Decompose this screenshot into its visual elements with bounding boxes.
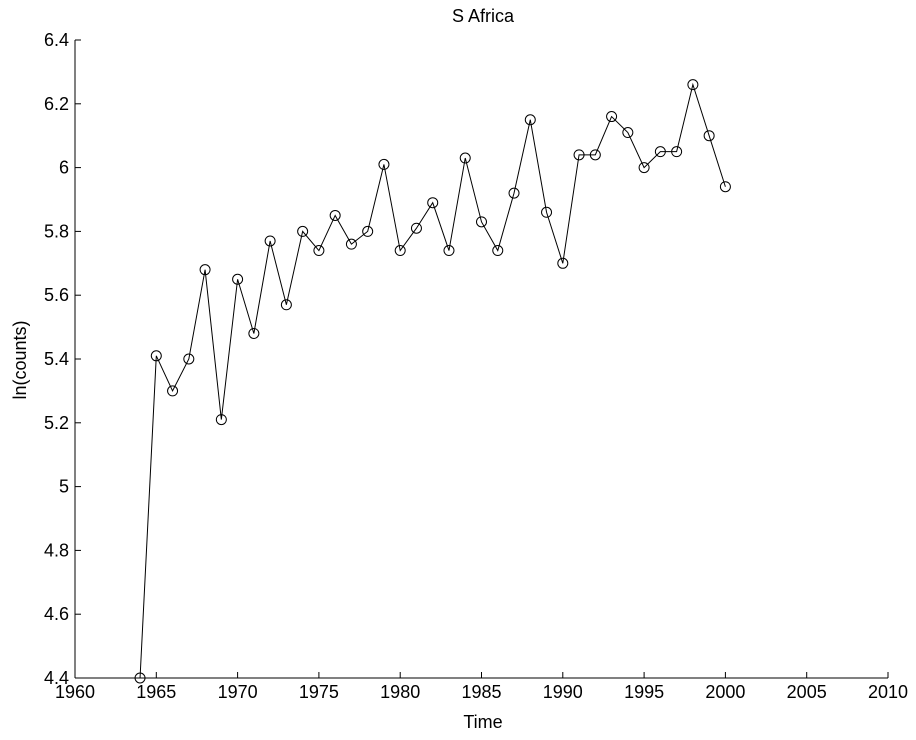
data-point — [638, 162, 650, 174]
data-point — [654, 146, 666, 158]
data-point — [459, 152, 471, 164]
data-point — [378, 158, 390, 170]
data-point — [167, 385, 179, 397]
data-point — [280, 299, 292, 311]
data-point — [573, 149, 585, 161]
y-tick-label: 4.8 — [44, 540, 69, 560]
data-point — [622, 127, 634, 139]
data-point — [606, 111, 618, 123]
data-point — [443, 245, 455, 257]
y-tick-label: 5.4 — [44, 349, 69, 369]
data-point — [345, 238, 357, 250]
x-tick-label: 1980 — [380, 682, 420, 702]
data-point — [362, 225, 374, 237]
data-point — [427, 197, 439, 209]
chart-title: S Africa — [452, 6, 515, 26]
y-tick-label: 5.8 — [44, 221, 69, 241]
data-point — [671, 146, 683, 158]
y-tick-label: 6 — [59, 158, 69, 178]
y-axis-ticks: 4.4 4.6 4.8 5 5.2 5.4 5.6 5.8 6 6.2 6.4 — [44, 30, 81, 688]
y-tick-label: 6.4 — [44, 30, 69, 50]
data-point — [541, 206, 553, 218]
data-point — [232, 273, 244, 285]
x-tick-label: 2005 — [787, 682, 827, 702]
y-tick-label: 6.2 — [44, 94, 69, 114]
x-tick-label: 1960 — [55, 682, 95, 702]
x-tick-label: 1985 — [461, 682, 501, 702]
x-axis-ticks: 1960 1965 1970 1975 1980 1985 1990 1995 2000 2005… — [55, 672, 908, 702]
y-axis-title: ln(counts) — [10, 320, 30, 399]
data-point — [524, 114, 536, 126]
x-tick-label: 2000 — [705, 682, 745, 702]
y-tick-label: 5.6 — [44, 285, 69, 305]
data-point — [215, 414, 227, 426]
y-tick-label: 4.4 — [44, 668, 69, 688]
x-tick-label: 1965 — [136, 682, 176, 702]
data-point — [719, 181, 731, 193]
data-point — [394, 245, 406, 257]
data-point — [687, 79, 699, 91]
data-point — [703, 130, 715, 142]
data-point — [248, 327, 260, 339]
data-point — [410, 222, 422, 234]
data-point — [313, 245, 325, 257]
data-point — [589, 149, 601, 161]
x-tick-label: 1990 — [543, 682, 583, 702]
data-point — [134, 672, 146, 684]
y-tick-label: 4.6 — [44, 604, 69, 624]
x-tick-label: 1975 — [299, 682, 339, 702]
data-point — [329, 209, 341, 221]
y-tick-label: 5 — [59, 477, 69, 497]
data-point — [150, 350, 162, 362]
data-point — [183, 353, 195, 365]
x-axis-title: Time — [463, 712, 502, 732]
data-point — [492, 245, 504, 257]
data-point — [476, 216, 487, 228]
data-point — [297, 225, 309, 237]
data-point — [264, 235, 276, 247]
data-point — [557, 257, 569, 269]
x-tick-label: 1995 — [624, 682, 664, 702]
x-tick-label: 2010 — [868, 682, 908, 702]
series-line — [139, 82, 726, 679]
data-point — [508, 187, 520, 199]
series-ln-counts — [134, 79, 731, 684]
data-point — [199, 264, 211, 276]
x-tick-label: 1970 — [218, 682, 258, 702]
y-tick-label: 5.2 — [44, 413, 69, 433]
